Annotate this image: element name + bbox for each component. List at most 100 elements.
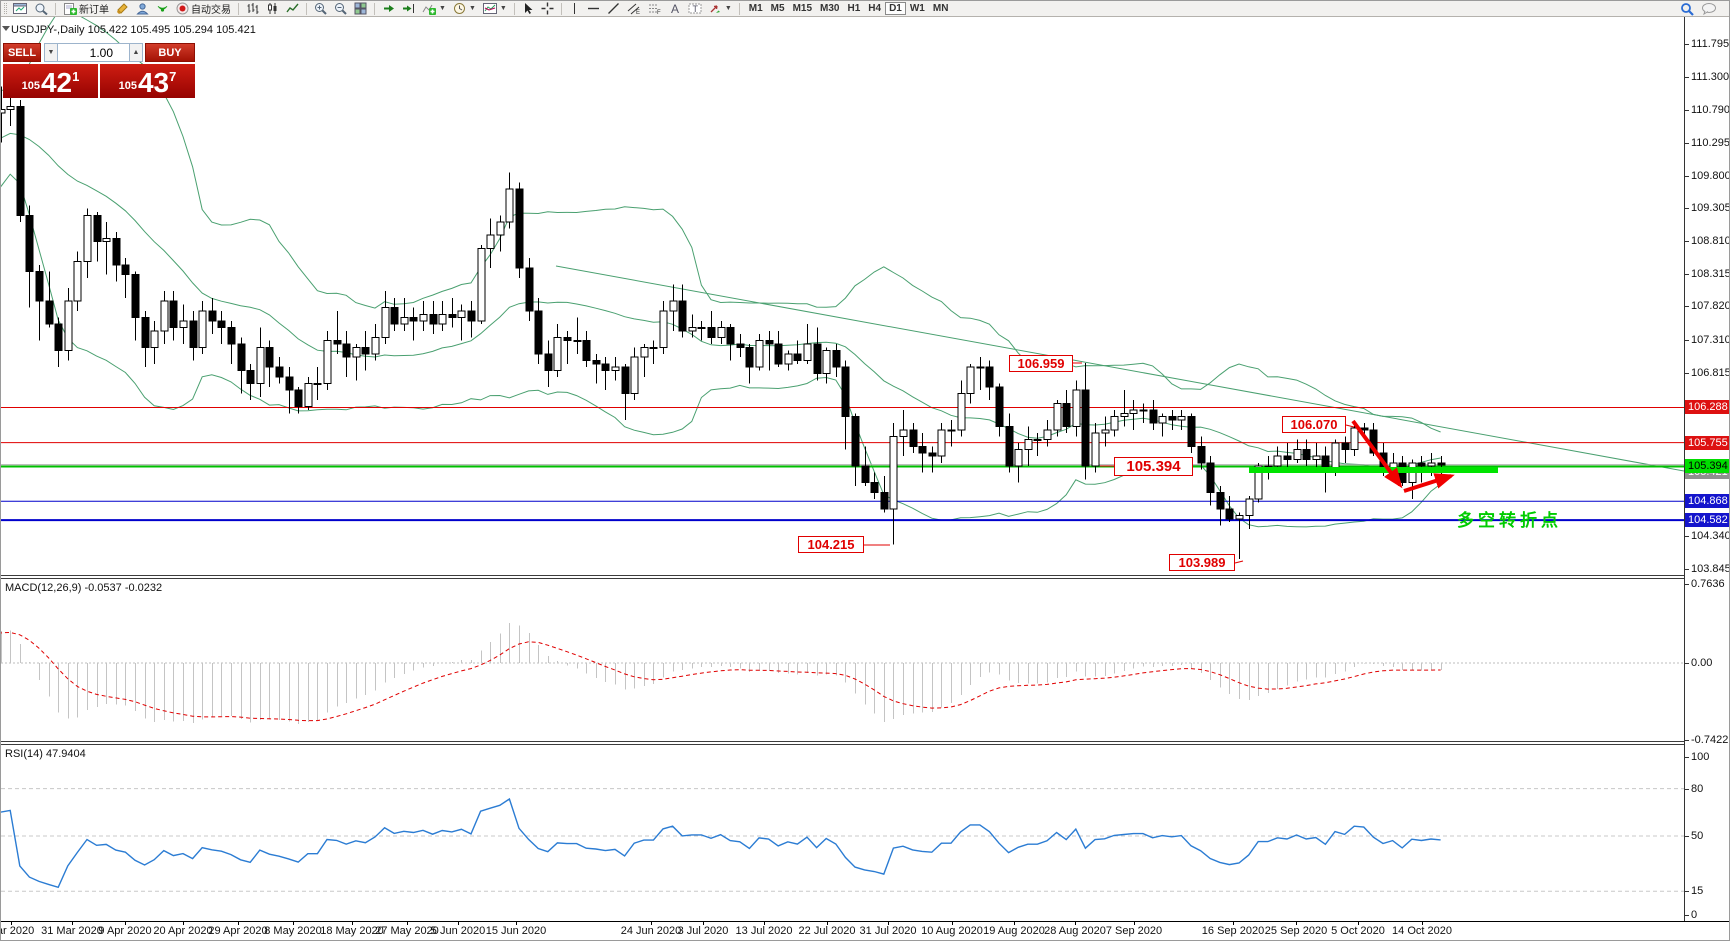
sell-button[interactable]: SELL	[3, 43, 41, 62]
time-axis-label: 16 Sep 2020	[1201, 925, 1265, 937]
timeframe-M30[interactable]: M30	[820, 3, 840, 14]
fibonacci-tool[interactable]: F	[646, 2, 664, 16]
buy-button[interactable]: BUY	[145, 43, 195, 62]
line-chart-mode-button[interactable]	[284, 2, 301, 16]
macd-pane[interactable]	[1, 579, 1684, 741]
auto-scroll-button[interactable]	[380, 2, 397, 16]
periods-button[interactable]: ▼	[451, 2, 478, 16]
templates-icon	[482, 3, 497, 14]
zoom-out-button[interactable]	[332, 2, 349, 16]
crosshair-tool-button[interactable]	[539, 2, 556, 16]
pane-splitter-macd[interactable]	[1, 575, 1729, 579]
rsi-label: RSI(14) 47.9404	[5, 748, 86, 760]
rsi-axis-tick	[1685, 789, 1689, 790]
toolbox-icon	[117, 3, 128, 14]
sell-price-sup: 1	[72, 69, 80, 84]
vertical-line-tool[interactable]	[567, 2, 582, 16]
search-button[interactable]	[1678, 2, 1696, 16]
price-axis-tick	[1685, 110, 1689, 111]
time-axis-tick	[888, 922, 889, 925]
new-order-button[interactable]: 新订单	[61, 2, 111, 16]
time-axis-tick	[1422, 922, 1423, 925]
text-label-tool[interactable]: T	[686, 2, 704, 16]
magnifier-chart-icon	[35, 3, 48, 15]
time-axis-label: 7 Sep 2020	[1105, 925, 1163, 937]
candlestick-icon	[268, 3, 277, 14]
time-axis-label: 31 Mar 2020	[41, 925, 103, 937]
timeframe-MN[interactable]: MN	[932, 3, 949, 14]
price-callout[interactable]: 105.394	[1114, 457, 1193, 476]
zoom-in-button[interactable]	[312, 2, 329, 16]
drawn-arrow-1[interactable]	[1351, 419, 1403, 489]
chart-window-icon	[13, 3, 27, 14]
volume-increase-button[interactable]: ▲	[129, 43, 143, 62]
time-axis-label: 24 Jun 2020	[620, 925, 682, 937]
volume-decrease-button[interactable]: ▼	[44, 43, 58, 62]
price-callout[interactable]: 103.989	[1169, 554, 1235, 571]
timeframe-M5[interactable]: M5	[770, 3, 785, 14]
timeframe-M1[interactable]: M1	[748, 3, 763, 14]
timeframe-D1[interactable]: D1	[885, 2, 906, 15]
price-axis-tick	[1685, 306, 1689, 307]
svg-text:F: F	[657, 10, 661, 15]
macd-axis-label: 0.00	[1691, 657, 1713, 669]
line-chart-icon	[286, 3, 299, 13]
autotrading-button[interactable]: 自动交易	[174, 2, 233, 16]
arrows-tool[interactable]: ▼	[707, 2, 734, 16]
time-axis-tick	[1233, 922, 1234, 925]
timeframe-H1[interactable]: H1	[847, 3, 861, 14]
new-order-label: 新订单	[79, 5, 109, 16]
drawn-arrow-2[interactable]	[1403, 473, 1455, 493]
cursor-tool-button[interactable]	[520, 2, 536, 16]
price-callout[interactable]: 106.070	[1282, 416, 1346, 433]
price-callout[interactable]: 104.215	[798, 536, 864, 553]
time-axis-label: 27 May 2020	[375, 925, 439, 937]
new-chart-button[interactable]	[11, 2, 29, 16]
time-axis-tick	[1075, 922, 1076, 925]
time-axis-tick	[72, 922, 73, 925]
descending-trendline[interactable]	[555, 265, 1684, 472]
time-axis-tick	[238, 922, 239, 925]
one-click-collapse-icon[interactable]	[2, 26, 10, 31]
toolbox-button[interactable]	[114, 2, 131, 16]
support-zone-band[interactable]	[1249, 467, 1498, 473]
pane-splitter-rsi[interactable]	[1, 741, 1729, 745]
candlestick-mode-button[interactable]	[264, 2, 281, 16]
time-axis-tick	[1296, 922, 1297, 925]
timeframe-H4[interactable]: H4	[868, 3, 882, 14]
chart-shift-button[interactable]	[400, 2, 417, 16]
trendline-tool[interactable]	[605, 2, 622, 16]
templates-button[interactable]: ▼	[481, 2, 509, 16]
profiles-button[interactable]	[32, 2, 50, 16]
tile-windows-button[interactable]	[352, 2, 369, 16]
indicators-button[interactable]: ▼	[420, 2, 448, 16]
sell-price-box[interactable]: 105 42 1	[3, 64, 98, 98]
rsi-axis-tick	[1685, 891, 1689, 892]
buy-price-box[interactable]: 105 43 7	[100, 64, 195, 98]
time-axis-tick	[1014, 922, 1015, 925]
main-price-pane[interactable]	[1, 17, 1684, 575]
timeframe-M15[interactable]: M15	[792, 3, 813, 14]
price-badge: 104.868	[1685, 494, 1729, 508]
bar-chart-mode-button[interactable]	[244, 2, 261, 16]
price-callout[interactable]: 106.959	[1009, 355, 1073, 372]
horizontal-line-tool[interactable]	[585, 2, 602, 16]
signals-button[interactable]	[154, 2, 171, 16]
timeframe-W1[interactable]: W1	[909, 3, 925, 14]
buy-price-sup: 7	[169, 69, 177, 84]
time-axis-label: 8 May 2020	[264, 925, 322, 937]
text-tool[interactable]: A	[667, 2, 683, 16]
chat-button[interactable]	[1699, 2, 1719, 16]
rsi-pane[interactable]	[1, 745, 1684, 921]
volume-input[interactable]: 1.00	[58, 43, 129, 62]
price-axis-tick	[1685, 340, 1689, 341]
time-axis-tick	[11, 922, 12, 925]
turning-point-note[interactable]: 多空转折点	[1457, 511, 1562, 530]
macd-signal-line	[1, 631, 1441, 722]
market-button[interactable]	[134, 2, 151, 16]
toolbar-grip[interactable]	[4, 3, 7, 14]
price-axis-label: 110.790	[1691, 104, 1730, 116]
bollinger-band-line	[1, 132, 1441, 469]
equidistant-channel-tool[interactable]: E	[625, 2, 643, 16]
time-axis-line	[1, 921, 1729, 922]
